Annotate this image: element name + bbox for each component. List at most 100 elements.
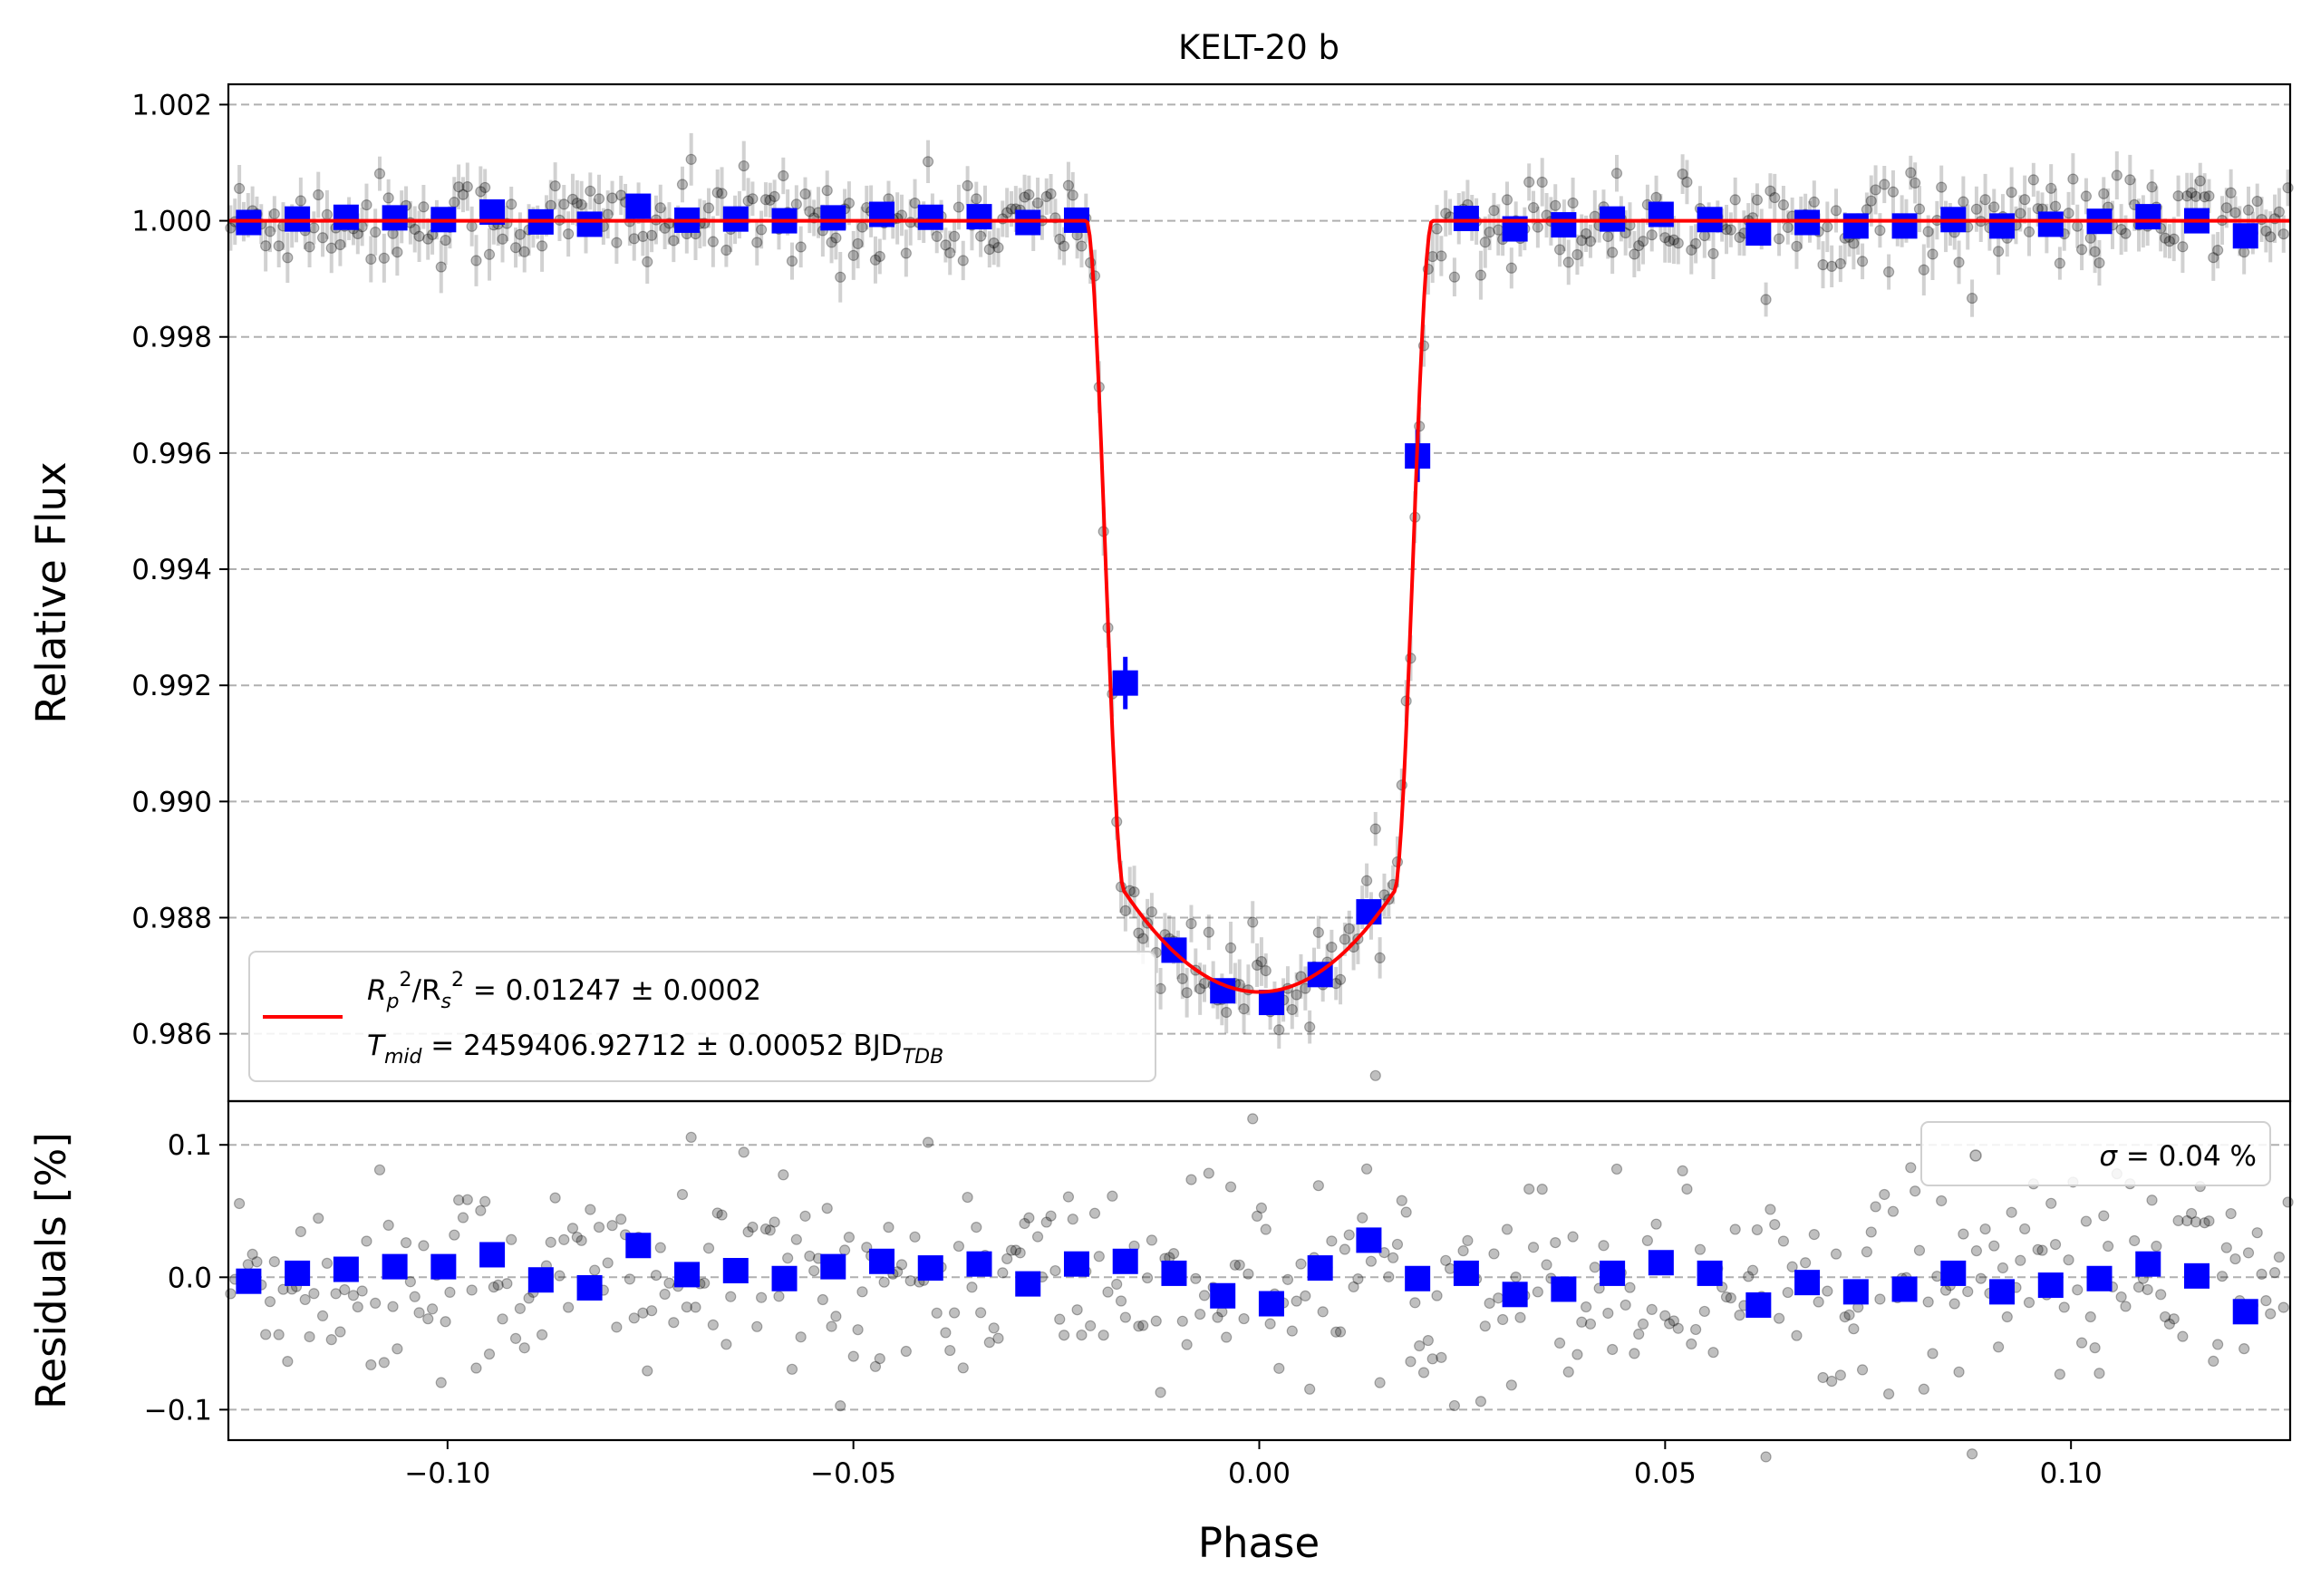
- residual-raw-point: [2036, 1244, 2048, 1256]
- residual-raw-point: [1589, 1262, 1600, 1273]
- residual-raw-point: [1479, 1320, 1491, 1332]
- raw-point: [418, 201, 430, 213]
- residual-raw-point: [1076, 1329, 1088, 1341]
- residual-raw-point: [2054, 1369, 2065, 1380]
- raw-point: [260, 240, 272, 252]
- raw-point: [273, 240, 285, 252]
- raw-point: [1584, 236, 1597, 247]
- residual-raw-point: [413, 1307, 425, 1319]
- raw-point: [2203, 190, 2215, 202]
- raw-point: [2111, 169, 2122, 181]
- residual-raw-point: [575, 1234, 587, 1246]
- raw-point: [654, 202, 666, 214]
- raw-point: [1765, 185, 1776, 197]
- residual-raw-point: [330, 1288, 342, 1300]
- raw-point: [1922, 226, 1934, 237]
- residual-raw-point: [1725, 1292, 1736, 1304]
- residual-raw-point: [1414, 1340, 1426, 1352]
- residual-raw-point: [479, 1195, 491, 1207]
- main-y-tick-label: 0.992: [131, 670, 212, 702]
- raw-point: [2019, 194, 2031, 206]
- residual-raw-point: [1194, 1308, 1206, 1320]
- main-y-tick-label: 1.002: [131, 89, 212, 121]
- main-y-tick-label: 0.994: [131, 554, 212, 586]
- raw-point: [2225, 187, 2237, 198]
- raw-point: [1777, 199, 1790, 211]
- raw-point: [702, 202, 715, 214]
- residual-raw-point: [1185, 1174, 1197, 1185]
- residual-raw-point: [2098, 1210, 2110, 1222]
- raw-point: [518, 246, 530, 257]
- residual-raw-point: [1808, 1229, 1820, 1241]
- residual-raw-point: [1417, 1367, 1430, 1378]
- raw-point: [1966, 292, 1978, 305]
- binned-point: [869, 201, 895, 227]
- residual-raw-point: [1856, 1364, 1869, 1376]
- raw-point: [1576, 235, 1588, 247]
- residual-raw-point: [1813, 1296, 1824, 1308]
- raw-point: [514, 228, 526, 240]
- raw-point: [847, 249, 859, 261]
- raw-point: [685, 153, 697, 165]
- binned-point: [1112, 670, 1138, 696]
- residual-raw-point: [952, 1240, 965, 1253]
- residual-raw-point: [646, 1305, 658, 1317]
- residual-raw-point: [971, 1222, 982, 1233]
- raw-point: [268, 208, 280, 220]
- raw-point: [944, 247, 956, 259]
- raw-point: [1883, 266, 1895, 278]
- binned-point: [333, 204, 359, 230]
- raw-point: [1224, 942, 1237, 953]
- raw-point: [1707, 247, 1719, 260]
- residual-raw-point: [1637, 1318, 1649, 1330]
- raw-point: [1273, 1024, 1285, 1036]
- raw-point: [483, 248, 496, 260]
- residual-raw-point: [944, 1344, 956, 1357]
- raw-point: [948, 230, 961, 242]
- residual-raw-point: [668, 1317, 680, 1329]
- raw-point: [361, 199, 372, 211]
- residual-raw-point: [1883, 1388, 1895, 1400]
- residual-raw-point: [1260, 1224, 1272, 1235]
- main-raw-points: [225, 132, 2294, 1049]
- residual-raw-point: [1541, 1259, 1552, 1271]
- raw-point: [558, 198, 570, 210]
- binned-point: [1356, 899, 1382, 925]
- residual-raw-point: [1330, 1326, 1342, 1338]
- raw-point: [2054, 257, 2065, 269]
- residual-raw-point: [650, 1269, 662, 1282]
- raw-point: [716, 188, 728, 199]
- residual-raw-point: [628, 1312, 640, 1324]
- raw-point: [1532, 221, 1543, 233]
- raw-point: [1040, 190, 1052, 203]
- residual-raw-point: [1190, 1272, 1202, 1284]
- raw-point: [1663, 235, 1676, 247]
- raw-point: [2265, 231, 2277, 243]
- residual-raw-point: [2093, 1368, 2105, 1379]
- residual-raw-point: [1663, 1318, 1676, 1330]
- raw-point: [668, 235, 680, 247]
- raw-point: [957, 255, 969, 266]
- residual-raw-point: [975, 1307, 987, 1319]
- raw-point: [1633, 239, 1645, 252]
- binned-residual-point: [966, 1251, 992, 1277]
- raw-point: [1312, 926, 1324, 938]
- residual-raw-point: [2146, 1195, 2158, 1206]
- raw-point: [1119, 904, 1131, 916]
- residual-raw-point: [1255, 1202, 1268, 1214]
- residual-raw-point: [1203, 1167, 1214, 1179]
- residual-raw-point: [1049, 1264, 1061, 1277]
- residual-raw-point: [1720, 1291, 1733, 1303]
- residual-raw-point: [313, 1213, 324, 1224]
- residual-raw-point: [1865, 1226, 1877, 1238]
- raw-point: [1339, 933, 1350, 945]
- residual-raw-point: [1773, 1312, 1785, 1324]
- raw-point: [497, 233, 508, 245]
- residual-raw-point: [1707, 1347, 1719, 1359]
- residual-raw-point: [1493, 1292, 1504, 1304]
- binned-residual-point: [1405, 1265, 1431, 1291]
- raw-point: [325, 242, 337, 254]
- raw-point: [922, 156, 934, 168]
- residual-raw-point: [1729, 1224, 1741, 1235]
- main-y-tick-label: 0.990: [131, 786, 212, 818]
